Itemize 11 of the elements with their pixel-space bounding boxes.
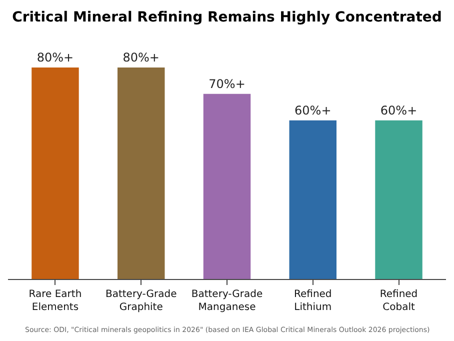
x-tick-label: Battery-Grade Graphite — [105, 289, 177, 313]
data-label: 60%+ — [294, 103, 332, 118]
data-label: 70%+ — [208, 76, 246, 91]
x-tick-label: Battery-Grade Manganese — [191, 289, 263, 313]
x-tick-label: Refined Cobalt — [380, 289, 418, 313]
data-label: 80%+ — [122, 50, 160, 64]
x-tick-label: Rare Earth Elements — [28, 289, 82, 313]
data-label: 80%+ — [36, 50, 74, 64]
chart-title: Critical Mineral Refining Remains Highly Concentrated — [12, 10, 442, 26]
x-tick-label: Refined Lithium — [294, 289, 332, 313]
data-label: 60%+ — [380, 103, 418, 118]
